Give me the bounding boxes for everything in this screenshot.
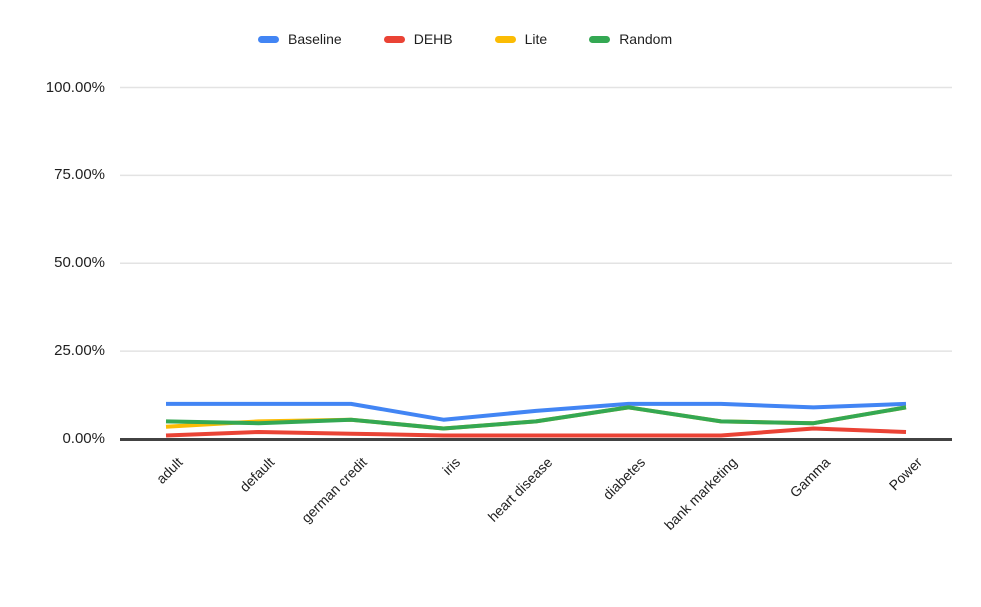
legend-label: Random [619,31,673,47]
legend-item-lite: Lite [494,30,548,48]
y-axis-tick-label: 25.00% [54,342,105,360]
legend-swatch-baseline [258,35,279,43]
legend-swatch-random [589,35,611,43]
legend-label: Lite [524,31,548,47]
chart-legend: Baseline DEHB Lite Random [258,30,672,48]
legend-swatch-dehb [383,35,405,43]
y-axis-tick-label: 75.00% [54,166,105,184]
legend-item-random: Random [589,30,672,48]
legend-label: Baseline [288,31,342,47]
y-axis-tick-label: 50.00% [54,254,105,272]
y-axis-tick-label: 0.00% [62,430,105,447]
series-line-dehb [165,426,907,438]
series-line-random [165,405,907,431]
legend-swatch-lite [494,35,516,43]
legend-item-baseline: Baseline [258,30,342,48]
y-axis-tick-label: 100.00% [45,78,105,96]
series-line-baseline [166,401,907,422]
legend-label: DEHB [413,31,453,47]
legend-item-dehb: DEHB [383,30,453,48]
